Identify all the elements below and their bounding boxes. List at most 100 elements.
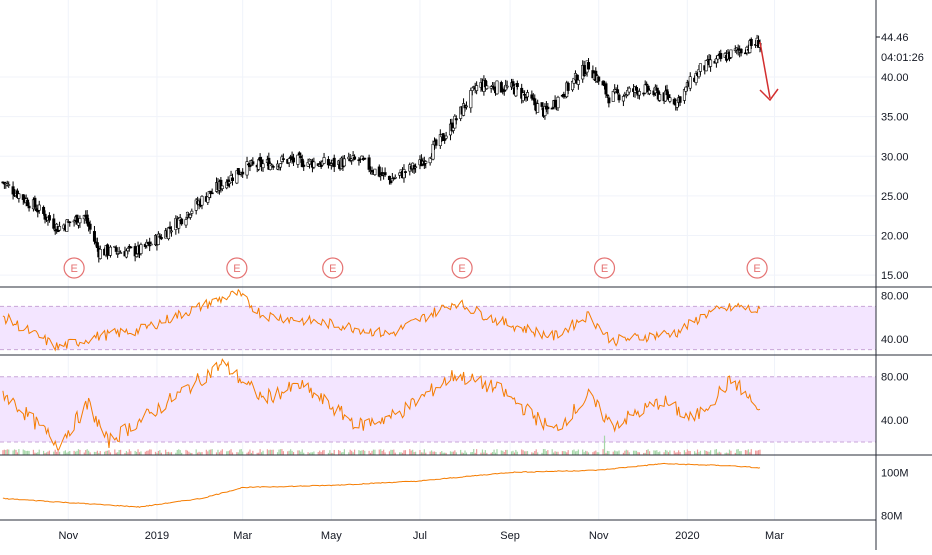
candle-body: [106, 244, 110, 256]
candle-body: [329, 163, 333, 166]
candle-body: [668, 97, 672, 102]
volume-bar: [278, 449, 280, 455]
volume-bar: [708, 451, 710, 455]
candle-body: [42, 206, 46, 214]
volume-bar: [704, 450, 706, 455]
volume-bar: [585, 450, 587, 455]
volume-bar: [38, 449, 40, 455]
earnings-marker[interactable]: [451, 257, 473, 279]
volume-bar: [374, 449, 376, 455]
volume-bar: [313, 451, 315, 455]
volume-bar: [175, 452, 177, 455]
volume-bar: [262, 450, 264, 455]
candle-body: [231, 177, 235, 181]
volume-bar: [57, 450, 59, 455]
volume-bar: [32, 449, 35, 455]
candle-body: [271, 166, 275, 168]
volume-bar: [451, 451, 453, 455]
volume-bar: [728, 449, 731, 455]
candle-body: [188, 214, 192, 218]
candle-body: [716, 55, 720, 60]
candle-body: [611, 90, 615, 102]
volume-bar: [18, 449, 20, 455]
volume-bar: [490, 452, 492, 455]
volume-bar: [718, 451, 720, 455]
earnings-marker[interactable]: [593, 257, 616, 279]
volume-bar: [227, 451, 229, 455]
volume-bar: [127, 452, 129, 455]
volume-bar: [117, 452, 119, 455]
volume-bar: [603, 435, 606, 455]
volume-bar: [401, 452, 404, 455]
volume-bar: [199, 452, 202, 455]
earnings-marker[interactable]: [746, 257, 768, 279]
earnings-marker[interactable]: [63, 257, 85, 279]
volume-bar: [369, 452, 372, 455]
volume-bar: [705, 450, 707, 455]
volume-bar: [281, 449, 283, 455]
volume-bar: [413, 452, 415, 455]
candle-body: [124, 250, 128, 258]
countdown-label: 04:01:26: [881, 52, 924, 64]
volume-bar: [221, 449, 223, 455]
volume-bar: [492, 452, 494, 455]
candle-body: [139, 244, 143, 254]
volume-bar: [695, 452, 697, 455]
volume-bar: [715, 449, 718, 455]
candle-body: [584, 73, 588, 76]
volume-bar: [566, 452, 568, 455]
earnings-marker[interactable]: [226, 257, 248, 279]
volume-bar: [239, 449, 241, 455]
volume-bar: [449, 451, 452, 455]
candle-body: [113, 246, 117, 248]
volume-bar: [460, 449, 462, 455]
volume-bar: [160, 452, 162, 455]
volume-bar: [564, 451, 566, 455]
earnings-label: E: [329, 263, 336, 275]
candle-body: [553, 99, 557, 108]
earnings-marker[interactable]: [322, 257, 344, 279]
volume-bar: [120, 449, 122, 455]
volume-bar: [198, 451, 200, 455]
volume-bar: [310, 452, 312, 455]
candle-body: [169, 230, 173, 233]
volume-bar: [165, 449, 167, 455]
volume-bar: [290, 449, 292, 455]
volume-bar: [515, 449, 517, 455]
volume-bar: [510, 451, 513, 455]
candle-body: [299, 155, 303, 159]
candle-body: [167, 227, 171, 240]
volume-bar: [236, 452, 238, 455]
volume-bar: [89, 452, 91, 455]
rsi2-line: [2, 358, 761, 453]
volume-bar: [258, 452, 260, 455]
volume-bar: [371, 450, 373, 455]
time-tick-label: Nov: [589, 530, 609, 542]
volume-bar: [622, 452, 625, 455]
volume-bar: [3, 449, 5, 455]
volume-bar: [656, 450, 658, 455]
volume-bar: [352, 452, 354, 455]
volume-bar: [602, 449, 604, 455]
volume-bar: [211, 449, 213, 455]
candle-body: [443, 139, 447, 141]
volume-bar: [88, 450, 90, 455]
volume-bar: [608, 451, 610, 455]
candle-body: [536, 103, 540, 113]
volume-bar: [648, 451, 651, 455]
rsi1-tick-label: 80.00: [881, 291, 909, 303]
volume-bar: [218, 452, 221, 455]
volume-bar: [231, 452, 234, 455]
volume-bar: [638, 452, 640, 455]
candle-body: [322, 157, 326, 164]
volume-bar: [759, 449, 761, 455]
candle-body: [129, 246, 133, 249]
volume-bar: [627, 450, 629, 455]
volume-bar: [135, 451, 138, 455]
volume-bar: [106, 450, 109, 455]
candle-body: [655, 87, 659, 91]
volume-bar: [260, 452, 263, 455]
candle-body: [444, 135, 448, 139]
